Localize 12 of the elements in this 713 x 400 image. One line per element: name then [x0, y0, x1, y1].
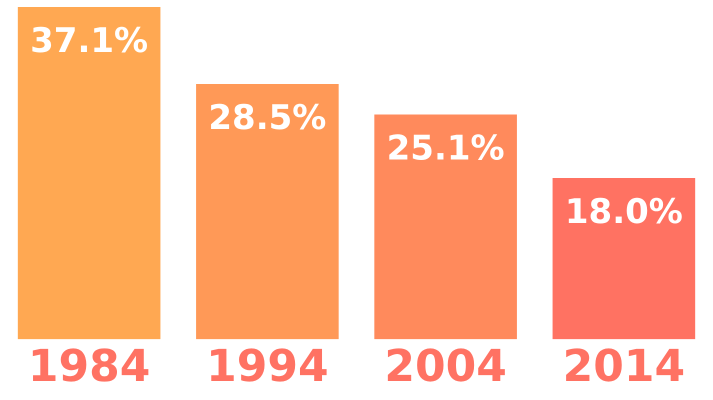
x-tick-label: 1984 — [28, 341, 150, 392]
bar — [18, 7, 160, 340]
data-label: 28.5% — [208, 98, 326, 138]
data-label: 25.1% — [386, 128, 505, 168]
x-tick-label: 2004 — [384, 341, 507, 392]
x-tick-label: 2014 — [562, 341, 686, 392]
data-label: 37.1% — [30, 20, 148, 61]
bar — [374, 114, 517, 340]
data-label: 18.0% — [564, 192, 683, 232]
bar — [196, 84, 339, 340]
x-tick-label: 1994 — [206, 341, 329, 392]
bar — [552, 178, 696, 340]
